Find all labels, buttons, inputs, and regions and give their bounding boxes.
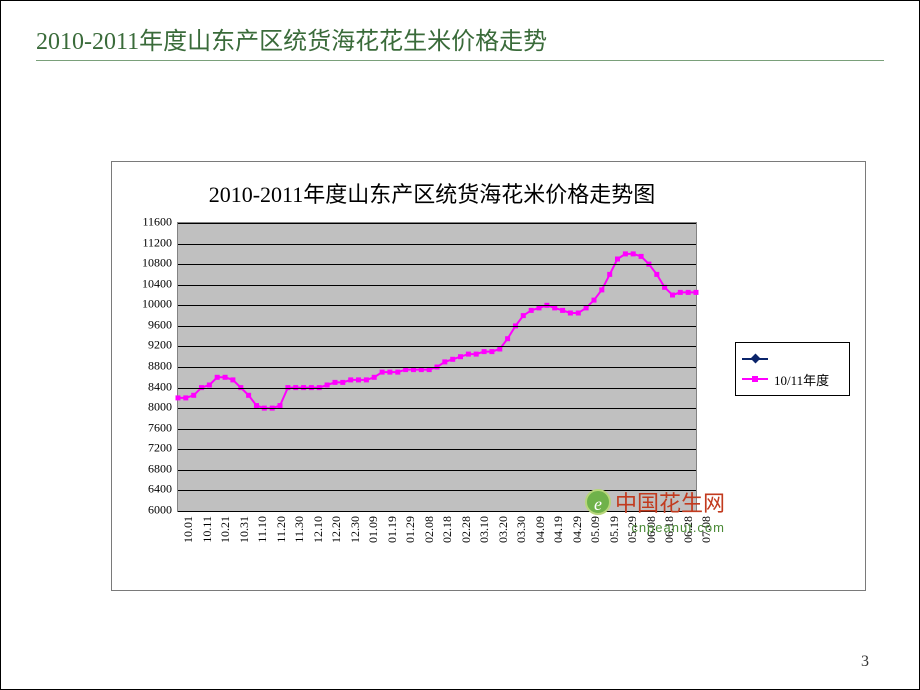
- xtick-label: 01.19: [385, 516, 400, 543]
- xtick-label: 03.30: [514, 516, 529, 543]
- ytick-label: 11200: [112, 235, 172, 250]
- xtick-label: 12.30: [348, 516, 363, 543]
- page-number: 3: [861, 653, 869, 671]
- xtick-label: 04.09: [533, 516, 548, 543]
- ytick-label: 6800: [112, 461, 172, 476]
- xtick-label: 11.30: [292, 516, 307, 543]
- xtick-label: 03.20: [496, 516, 511, 543]
- watermark-text: 中国花生网: [615, 486, 725, 518]
- xtick-label: 10.21: [218, 516, 233, 543]
- ytick-label: 8800: [112, 359, 172, 374]
- ytick-label: 9600: [112, 317, 172, 332]
- xtick-label: 11.20: [274, 516, 289, 543]
- xtick-label: 02.18: [440, 516, 455, 543]
- ytick-label: 10400: [112, 276, 172, 291]
- ytick-label: 6400: [112, 482, 172, 497]
- xtick-label: 04.29: [570, 516, 585, 543]
- gridline: [178, 223, 696, 224]
- legend-swatch-2: [742, 378, 768, 380]
- chart-container: 2010-2011年度山东产区统货海花米价格走势图 6000 6400 6800 72…: [111, 161, 866, 591]
- xtick-label: 12.20: [329, 516, 344, 543]
- legend-swatch-1: [742, 358, 768, 360]
- xtick-label: 04.19: [551, 516, 566, 543]
- xtick-label: 05.09: [588, 516, 603, 543]
- ytick-label: 10800: [112, 256, 172, 271]
- watermark-sub: cnpeanut.com: [631, 520, 725, 535]
- xtick-label: 03.10: [477, 516, 492, 543]
- ytick-label: 7600: [112, 420, 172, 435]
- watermark: e 中国花生网: [585, 486, 725, 518]
- xtick-label: 12.10: [311, 516, 326, 543]
- ytick-label: 7200: [112, 441, 172, 456]
- xtick-label: 02.08: [422, 516, 437, 543]
- gridline: [178, 367, 696, 368]
- xtick-label: 05.19: [607, 516, 622, 543]
- ytick-label: 9200: [112, 338, 172, 353]
- slide-container: 2010-2011年度山东产区统货海花花生米价格走势 2010-2011年度山东…: [0, 0, 920, 690]
- chart-legend: 10/11年度: [735, 342, 850, 396]
- gridline: [178, 346, 696, 347]
- xtick-label: 10.31: [237, 516, 252, 543]
- xtick-label: 10.01: [181, 516, 196, 543]
- gridline: [178, 408, 696, 409]
- xtick-label: 01.29: [403, 516, 418, 543]
- legend-label-2: 10/11年度: [774, 370, 829, 389]
- gridline: [178, 429, 696, 430]
- page-title: 2010-2011年度山东产区统货海花花生米价格走势: [36, 21, 884, 61]
- chart-title: 2010-2011年度山东产区统货海花米价格走势图: [112, 177, 752, 209]
- gridline: [178, 470, 696, 471]
- gridline: [178, 326, 696, 327]
- gridline: [178, 285, 696, 286]
- xtick-label: 11.10: [255, 516, 270, 543]
- gridline: [178, 264, 696, 265]
- ytick-label: 6000: [112, 503, 172, 518]
- gridline: [178, 449, 696, 450]
- xtick-label: 02.28: [459, 516, 474, 543]
- watermark-icon: e: [585, 489, 611, 515]
- plot-inner: [178, 223, 696, 511]
- gridline: [178, 305, 696, 306]
- xtick-label: 01.09: [366, 516, 381, 543]
- legend-item-series: 10/11年度: [742, 371, 843, 387]
- ytick-label: 8400: [112, 379, 172, 394]
- ytick-label: 8000: [112, 400, 172, 415]
- legend-item-empty: [742, 351, 843, 367]
- gridline: [178, 388, 696, 389]
- gridline: [178, 244, 696, 245]
- ytick-label: 11600: [112, 215, 172, 230]
- ytick-label: 10000: [112, 297, 172, 312]
- xtick-label: 10.11: [200, 516, 215, 543]
- plot-area: [177, 222, 697, 512]
